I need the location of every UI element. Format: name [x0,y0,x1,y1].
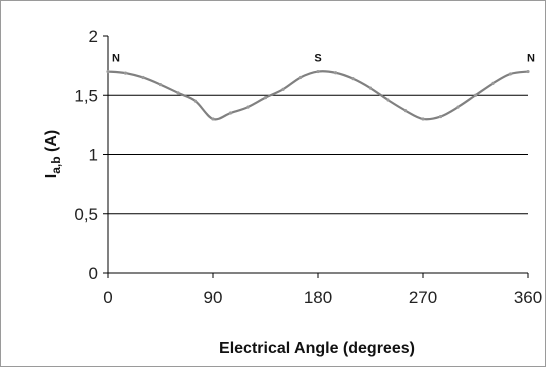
data-point-0-2 [141,75,145,80]
x-tick-label-2: 180 [304,288,332,307]
data-point-0-23 [508,72,513,76]
data-point-0-16 [386,98,390,102]
axis-layer: 0 0,5 1 1,5 2 0 90 180 270 360 [74,27,542,307]
data-point-0-0 [106,69,110,74]
data-point-0-8 [246,105,250,109]
data-point-0-22 [491,81,495,85]
annotation-1: S [314,53,321,65]
x-tick-label-3: 270 [409,288,437,307]
series-layer [106,69,530,121]
data-point-0-20 [456,105,460,109]
data-point-0-11 [298,75,303,80]
data-point-0-19 [438,114,443,119]
x-axis-title: Electrical Angle (degrees) [219,340,415,357]
y-tick-label-3: 1,5 [74,86,98,105]
x-tick-label-4: 360 [514,288,542,307]
data-point-0-21 [473,93,478,97]
data-point-0-3 [158,82,163,87]
data-point-0-13 [333,71,338,75]
y-axis-title-unit: (A) [43,130,60,157]
data-point-0-1 [123,71,128,75]
data-point-0-12 [316,69,320,74]
y-tick-label-4: 2 [89,27,98,46]
y-tick-label-2: 1 [89,146,98,165]
data-point-0-5 [193,99,198,103]
y-axis-title-main: I [43,174,60,178]
y-tick-label-1: 0,5 [74,205,98,224]
y-axis-title: Ia,b (A) [43,130,63,178]
data-point-0-6 [211,117,215,121]
data-point-0-7 [228,111,233,115]
data-point-0-15 [368,86,373,90]
data-point-0-14 [351,77,355,81]
data-point-0-10 [281,87,285,91]
y-tick-label-0: 0 [89,264,98,283]
data-point-0-4 [176,91,180,95]
grid-layer [108,94,528,215]
data-point-0-18 [421,117,425,121]
x-tick-label-1: 90 [204,288,223,307]
data-point-0-24 [526,69,530,74]
y-axis-title-sub: a,b [49,156,63,173]
annotation-0: N [112,53,120,65]
data-point-0-17 [403,109,408,113]
data-point-0-9 [263,96,268,100]
x-tick-label-0: 0 [103,288,112,307]
annotation-2: N [527,53,535,65]
